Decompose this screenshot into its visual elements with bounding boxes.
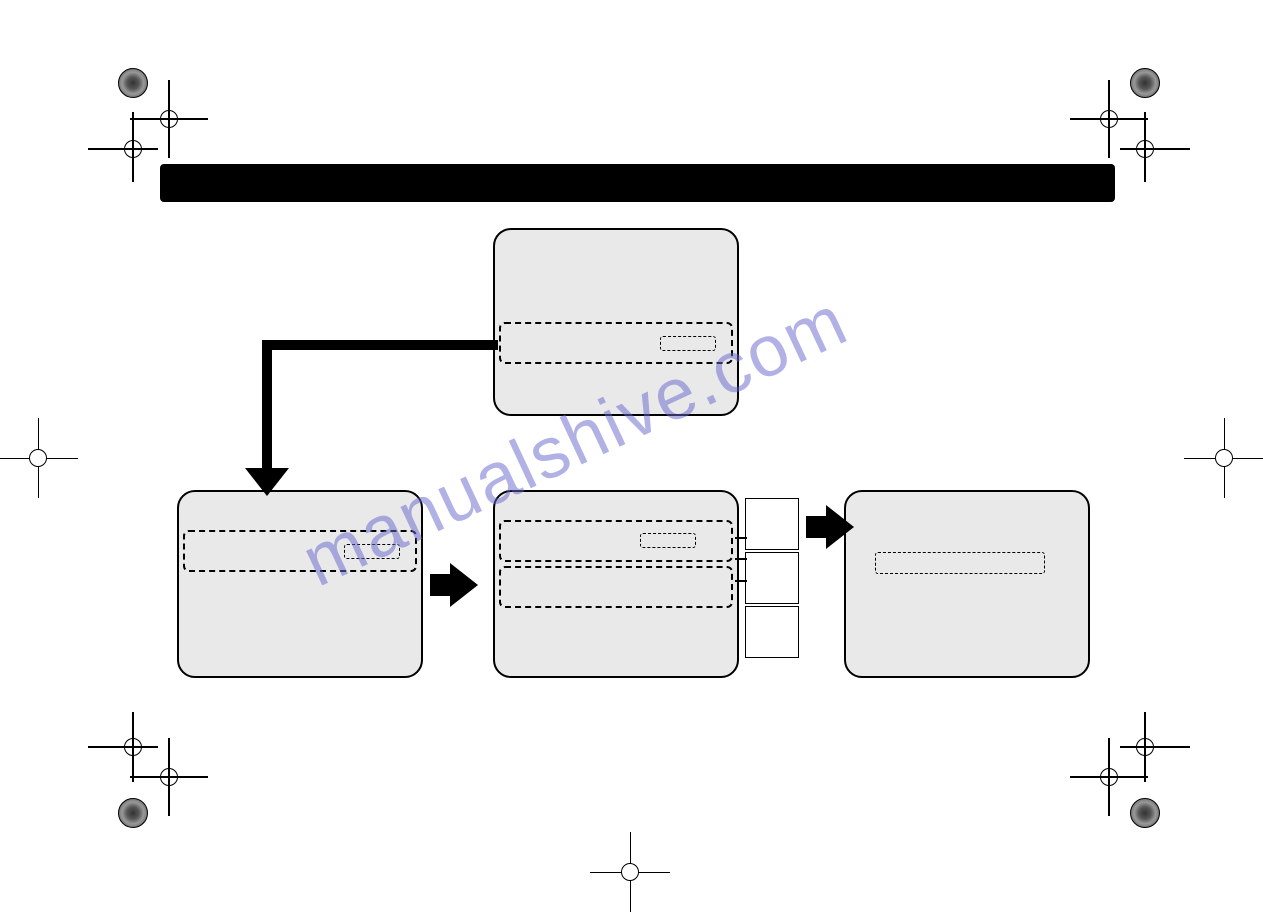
crosshair-bottom-center xyxy=(590,832,670,912)
crosshair-mid-right xyxy=(1184,418,1263,498)
connector-tick-1 xyxy=(735,537,747,539)
arrow-right-2-head-icon xyxy=(826,505,854,549)
option-box-3 xyxy=(745,606,799,658)
crosshair-mid-left xyxy=(0,418,78,498)
header-black-bar xyxy=(160,164,1115,202)
arrow-elbow-horizontal xyxy=(262,340,498,350)
arrow-right-1-stem xyxy=(430,574,452,596)
dashed-slot-mid xyxy=(640,533,696,548)
arrow-right-2-stem xyxy=(806,516,828,538)
dashed-band-mid-1 xyxy=(499,520,733,562)
panel-bottom-left xyxy=(177,490,423,678)
connector-tick-3 xyxy=(735,580,747,582)
panel-bottom-right xyxy=(844,490,1090,678)
arrow-right-1-head-icon xyxy=(450,563,478,607)
dashed-band-mid-2 xyxy=(499,566,733,608)
arrow-elbow-vertical xyxy=(262,340,272,478)
connector-tick-2 xyxy=(735,558,747,560)
option-box-1 xyxy=(745,498,799,550)
dashed-slot-top xyxy=(660,336,716,351)
dashed-slot-left xyxy=(344,544,400,559)
option-box-2 xyxy=(745,552,799,604)
dashed-slot-right xyxy=(875,552,1045,574)
arrow-down-head-icon xyxy=(245,468,289,496)
